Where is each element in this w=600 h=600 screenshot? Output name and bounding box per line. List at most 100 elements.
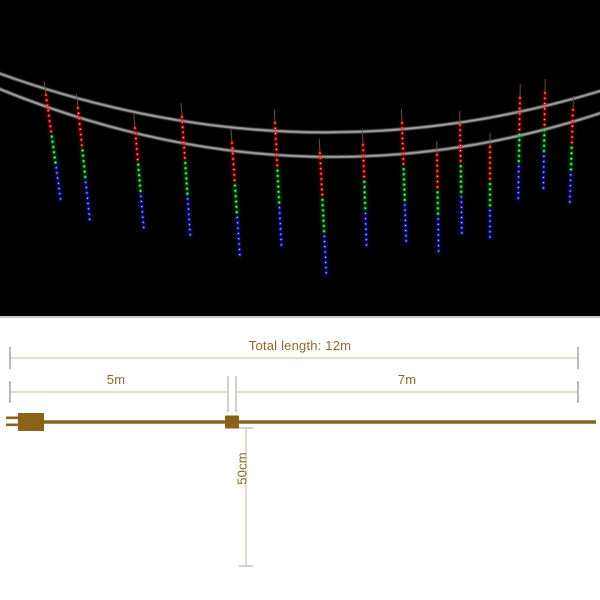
led-core [186, 182, 188, 185]
led-core [403, 194, 406, 196]
led-core [186, 193, 188, 195]
led-core [274, 127, 276, 129]
meteor-tube [434, 140, 442, 253]
led-core [279, 217, 281, 219]
led-core [459, 155, 462, 157]
led-core [79, 123, 81, 125]
led-core [280, 238, 282, 241]
led-core [519, 113, 521, 115]
led-core [459, 139, 461, 141]
led-core [137, 164, 139, 166]
led-core [46, 104, 49, 106]
led-core [544, 103, 546, 105]
led-core [324, 256, 327, 258]
led-core [324, 251, 326, 253]
led-core [543, 118, 546, 120]
led-core [569, 179, 572, 181]
led-core [401, 137, 404, 139]
led-core [46, 99, 48, 101]
led-core [187, 208, 189, 210]
led-core [517, 186, 519, 189]
led-core [143, 227, 145, 229]
led-core [518, 171, 520, 173]
led-core [517, 181, 520, 183]
led-core [365, 244, 368, 246]
led-core [183, 152, 186, 154]
led-core [86, 197, 89, 199]
led-core [569, 201, 571, 203]
led-core [402, 148, 404, 150]
led-core [234, 190, 236, 192]
led-core [364, 191, 366, 193]
led-core [489, 183, 491, 185]
led-core [518, 150, 520, 152]
led-core [233, 174, 235, 176]
led-core [543, 171, 545, 173]
led-core [84, 176, 86, 178]
led-core [322, 220, 325, 222]
led-core [518, 160, 520, 162]
led-core [49, 120, 51, 122]
led-core [235, 195, 237, 197]
led-core [182, 126, 184, 128]
led-core [325, 261, 327, 263]
led-core [81, 149, 84, 151]
led-core [320, 168, 322, 170]
led-core [277, 180, 279, 182]
led-core [438, 245, 440, 247]
tube-lead [230, 128, 233, 144]
led-core [325, 267, 327, 269]
led-core [275, 138, 277, 140]
led-core [460, 206, 462, 208]
led-core [280, 244, 282, 246]
led-core [89, 218, 91, 220]
led-core [275, 148, 277, 151]
led-core [186, 188, 188, 190]
led-core [142, 216, 144, 218]
led-core [56, 172, 58, 174]
tube-lead [318, 138, 321, 154]
led-core [518, 139, 520, 141]
led-core [279, 223, 281, 225]
led-core [364, 212, 366, 214]
led-core [141, 206, 143, 208]
led-core [54, 156, 56, 158]
led-core [87, 202, 89, 205]
led-core [49, 125, 51, 127]
led-core [181, 116, 183, 118]
led-core [543, 150, 545, 152]
led-core [489, 199, 491, 201]
led-core [403, 173, 405, 175]
led-core [232, 158, 234, 160]
tube-segment [517, 133, 521, 165]
led-core [489, 172, 491, 175]
led-core [134, 127, 136, 129]
led-core [489, 215, 491, 217]
led-core [237, 232, 239, 234]
led-core [276, 170, 279, 172]
led-core [489, 188, 491, 190]
led-core [364, 197, 366, 199]
lead-length-label: 5m [106, 372, 126, 387]
led-core [57, 182, 59, 184]
led-core [55, 167, 57, 169]
led-core [52, 146, 54, 148]
cable-run [6, 413, 596, 431]
led-core [403, 189, 405, 191]
led-core [137, 158, 139, 161]
led-core [275, 143, 277, 145]
led-core [518, 134, 520, 136]
led-core [188, 223, 191, 226]
led-core [489, 157, 491, 159]
led-core [78, 112, 80, 114]
led-core [489, 231, 491, 233]
led-core [362, 154, 364, 157]
led-core [436, 175, 438, 177]
led-core [79, 128, 81, 130]
led-core [363, 160, 365, 162]
led-core [461, 222, 463, 224]
led-core [403, 183, 405, 186]
led-core [276, 154, 278, 156]
led-core [438, 250, 440, 252]
diagram-canvas [6, 347, 596, 567]
